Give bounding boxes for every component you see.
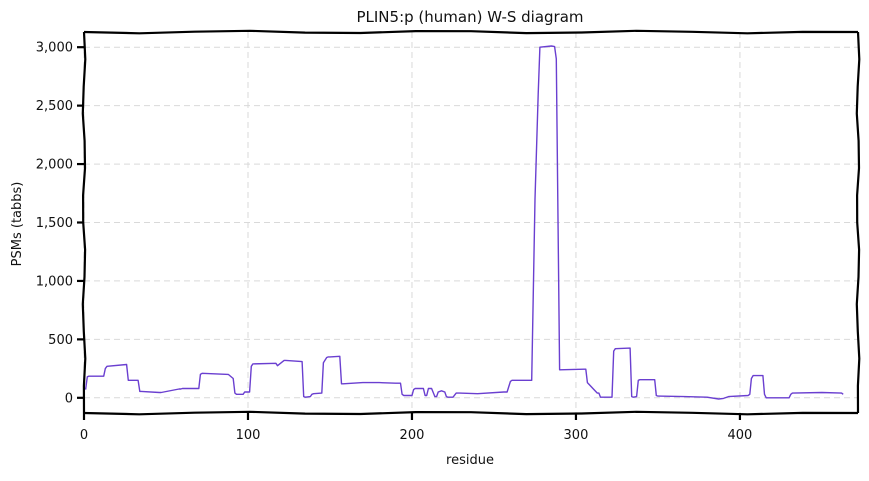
y-tick-label-4: 2,000: [36, 158, 73, 173]
axes: 0 100 200 300 400 0 500 1,000 1,500 2,000 2,500 3,0…: [36, 29, 861, 443]
x-tick-label-4: 400: [728, 428, 753, 443]
x-tick-label-0: 0: [80, 428, 88, 443]
y-axis-label: PSMs (tabbs): [10, 182, 25, 267]
grid-lines: [83, 32, 858, 413]
y-tick-label-2: 1,000: [36, 274, 73, 289]
frame-bottom: [83, 410, 859, 416]
frame-right: [855, 31, 861, 414]
y-tick-label-0: 0: [65, 391, 73, 406]
y-tick-label-5: 2,500: [36, 99, 73, 114]
x-tick-label-1: 100: [236, 428, 261, 443]
x-tick-label-2: 200: [400, 428, 425, 443]
series-line-0: [84, 45, 844, 400]
chart-title: PLIN5:p (human) W-S diagram: [356, 8, 583, 26]
x-tick-label-3: 300: [564, 428, 589, 443]
y-tick-label-1: 500: [48, 333, 73, 348]
y-tick-label-6: 3,000: [36, 41, 73, 56]
x-axis-label: residue: [446, 453, 494, 468]
frame-top: [83, 29, 859, 35]
plot-area: [84, 45, 844, 400]
y-tick-label-3: 1,500: [36, 216, 73, 231]
